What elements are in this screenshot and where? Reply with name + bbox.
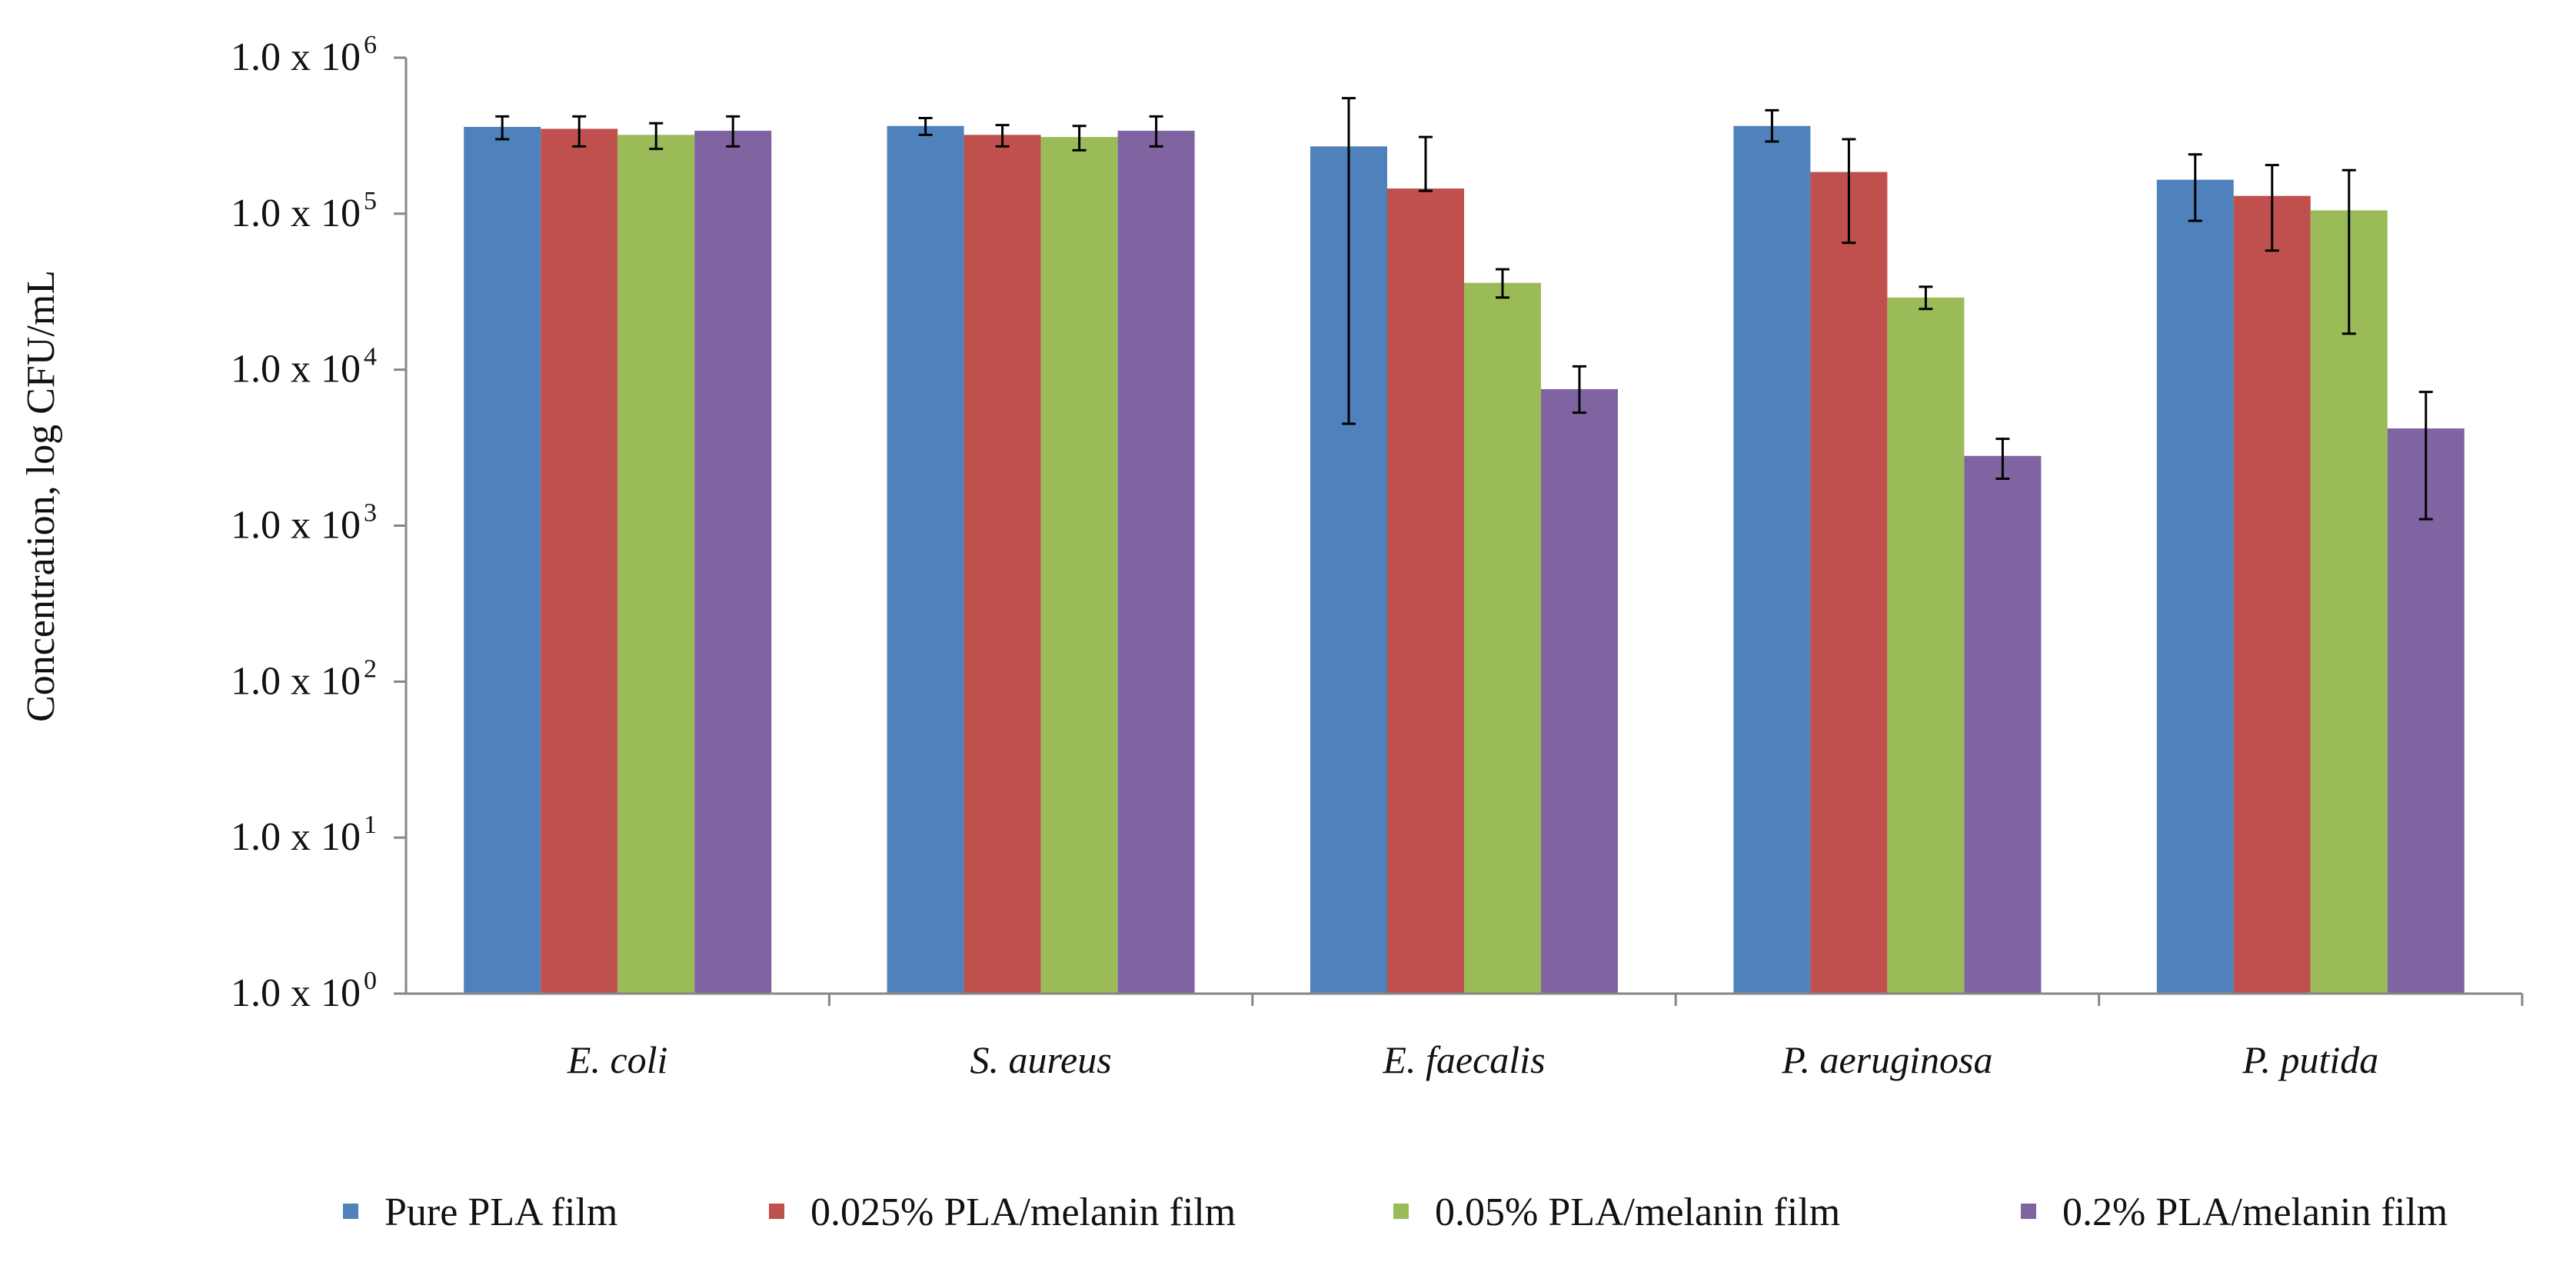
bar [2310,210,2388,994]
bar [1040,137,1118,994]
y-tick-label: 1.0 x 10 6 [231,31,377,79]
legend-swatch [343,1204,358,1219]
bar [1464,282,1541,994]
bar [1964,455,2042,994]
bar [1810,171,1888,994]
bar [464,126,541,994]
y-tick-label: 1.0 x 10 2 [231,654,377,703]
bar [1733,125,1811,994]
bar [1117,131,1195,994]
y-axis-title: Concentration, log CFU/mL [19,270,63,722]
legend-swatch [769,1204,784,1219]
x-category-label: E. faecalis [1382,1038,1545,1081]
y-tick-label: 1.0 x 10 3 [231,499,377,548]
legend-label: 0.05% PLA/melanin film [1435,1190,1840,1234]
legend: Pure PLA film 0.025% PLA/melanin film 0.05… [343,1190,2448,1234]
bar [2233,195,2311,994]
y-tick-labels: 1.0 x 10 0 1.0 x 10 1 1.0 x 10 2 1.0 x 10 3 1.0 … [231,31,377,1015]
bar [2156,179,2234,994]
bar [1887,297,1965,994]
bar [617,135,695,994]
bars-layer [464,125,2465,994]
y-tick-label: 1.0 x 10 5 [231,187,377,235]
legend-label: 0.025% PLA/melanin film [810,1190,1236,1234]
x-category-label: P. aeruginosa [1781,1038,1992,1081]
bar [1387,188,1464,994]
x-category-label: S. aureus [970,1038,1111,1081]
bar [1541,389,1618,994]
axes-layer [394,56,2524,1006]
x-category-label: P. putida [2242,1038,2378,1081]
legend-swatch [1393,1204,1409,1219]
x-category-label: E. coli [567,1038,668,1081]
y-tick-label: 1.0 x 10 1 [231,811,377,859]
error-bars-layer [495,97,2433,521]
y-tick-label: 1.0 x 10 4 [231,343,377,391]
bar [694,131,772,994]
bar [964,135,1041,994]
legend-label: 0.2% PLA/melanin film [2062,1190,2448,1234]
bar [887,125,964,994]
legend-label: Pure PLA film [384,1190,617,1234]
bar [2387,428,2465,994]
legend-swatch [2021,1204,2036,1219]
bar [541,128,618,994]
y-tick-label: 1.0 x 10 0 [231,967,377,1015]
x-category-labels: E. coli S. aureus E. faecalis P. aeruginosa… [567,1038,2378,1081]
